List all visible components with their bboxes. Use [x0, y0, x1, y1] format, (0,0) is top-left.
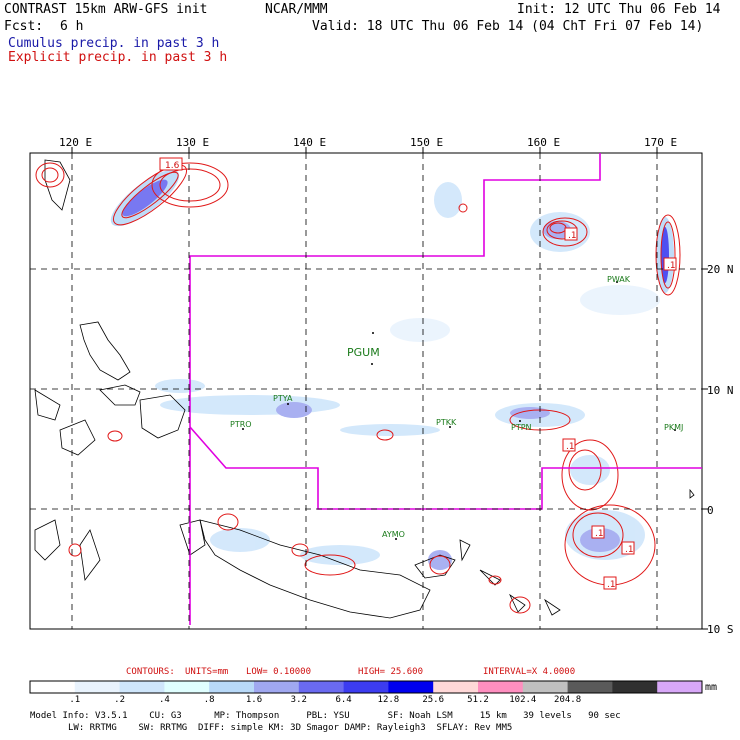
- station-ptkk: PTKK: [436, 418, 457, 427]
- legend-explicit: Explicit precip. in past 3 h: [8, 50, 228, 65]
- colorbar-tick-label: 3.2: [290, 695, 307, 705]
- init-time: Init: 12 UTC Thu 06 Feb 14: [517, 2, 721, 17]
- legend-cumulus: Cumulus precip. in past 3 h: [8, 36, 220, 51]
- lon-label-120e: 120 E: [59, 136, 93, 149]
- forecast-hour: 6 h: [60, 19, 84, 34]
- station-ptya: PTYA: [273, 394, 293, 403]
- colorbar-tick-label: .2: [114, 695, 126, 705]
- colorbar-cell: [612, 681, 658, 693]
- colorbar-cell: [254, 681, 300, 693]
- station-pkmj: PKMJ: [664, 423, 683, 432]
- lon-label-140e: 140 E: [293, 136, 327, 149]
- lat-label-equator: 0: [707, 504, 714, 517]
- contours-label: CONTOURS:: [126, 667, 175, 677]
- model-info-line2: LW: RRTMG SW: RRTMG DIFF: simple KM: 3D …: [68, 723, 513, 733]
- model-info-line1: Model Info: V3.5.1 CU: G3 MP: Thompson P…: [30, 711, 621, 721]
- colorbar-cell: [209, 681, 255, 693]
- station-pwak: PWAK: [607, 275, 631, 284]
- colorbar-cell: [298, 681, 345, 693]
- contour-value-labels: 1.6 .1 .1 .1 .1 .1 .1: [159, 157, 677, 590]
- station-ptro: PTRO: [230, 420, 252, 429]
- domain-boundary: [189, 153, 601, 625]
- map-frame: [29, 152, 703, 630]
- domain-boundary-south: [189, 426, 702, 510]
- station-labels: PGUM PTYA PTRO PTKK PTPN PKMJ PWAK AYMO: [230, 275, 683, 539]
- colorbar-tick-label: 51.2: [467, 695, 489, 705]
- colorbar-tick-label: 102.4: [509, 695, 537, 705]
- colorbar-cell: [388, 681, 434, 693]
- colorbar-tick-label: .8: [203, 695, 215, 705]
- colorbar-cell: [478, 681, 524, 693]
- colorbar-tick-label: 204.8: [554, 695, 582, 705]
- contour-units: UNITS=mm: [185, 667, 229, 677]
- contour-label: .1: [625, 545, 634, 555]
- station-ptpn: PTPN: [511, 423, 532, 432]
- cumulus-precip: [110, 169, 674, 570]
- axis-ticks: [71, 147, 708, 630]
- contour-low: LOW= 0.10000: [246, 667, 312, 677]
- colorbar-tick-label: 1.6: [245, 695, 263, 705]
- lon-label-130e: 130 E: [176, 136, 210, 149]
- valid-time: Valid: 18 UTC Thu 06 Feb 14 (04 ChT Fri …: [312, 19, 704, 34]
- contour-label: .1: [595, 529, 604, 539]
- station-aymo: AYMO: [382, 530, 405, 539]
- lat-label-20n: 20 N: [707, 263, 734, 276]
- colorbar-cell: [164, 681, 210, 693]
- colorbar-cell: [433, 681, 479, 693]
- lat-label-10s: 10 S: [707, 623, 734, 636]
- contour-high: HIGH= 25.600: [358, 667, 424, 677]
- lon-label-170e: 170 E: [644, 136, 678, 149]
- station-pgum: PGUM: [347, 346, 380, 359]
- station-markers: [242, 281, 676, 540]
- colorbar: [29, 680, 703, 694]
- graticule: [30, 153, 702, 629]
- organization: NCAR/MMM: [265, 2, 328, 17]
- colorbar-cell: [522, 681, 569, 693]
- model-title: CONTRAST 15km ARW-GFS init: [4, 2, 208, 17]
- colorbar-cell: [657, 681, 703, 693]
- colorbar-tick-label: 6.4: [335, 695, 352, 705]
- colorbar-tick-label: 12.8: [377, 695, 400, 705]
- colorbar-tick-label: .4: [158, 695, 170, 705]
- lon-label-150e: 150 E: [410, 136, 444, 149]
- lon-label-160e: 160 E: [527, 136, 561, 149]
- colorbar-cell: [343, 681, 389, 693]
- colorbar-cell: [567, 681, 613, 693]
- colorbar-cell: [74, 681, 121, 693]
- colorbar-cell: [119, 681, 165, 693]
- colorbar-cell: [30, 681, 76, 693]
- lat-label-10n: 10 N: [707, 384, 734, 397]
- colorbar-tick-label: .1: [69, 695, 81, 705]
- contour-label: .1: [568, 231, 577, 241]
- colorbar-ticks: .1 .2 .4 .8 1.6 3.2 6.4 12.8 25.6 51.2 102.4 204.8: [0, 695, 740, 707]
- contour-label: .1: [667, 261, 676, 271]
- colorbar-unit: mm: [705, 682, 718, 693]
- colorbar-tick-label: 25.6: [422, 695, 445, 705]
- contour-interval: INTERVAL=X 4.0000: [483, 667, 576, 677]
- forecast-label: Fcst:: [4, 19, 44, 34]
- contour-label: .1: [607, 580, 616, 590]
- contour-label: .1: [566, 442, 575, 452]
- colorbar-cells: [30, 681, 703, 693]
- contour-label: 1.6: [165, 161, 180, 171]
